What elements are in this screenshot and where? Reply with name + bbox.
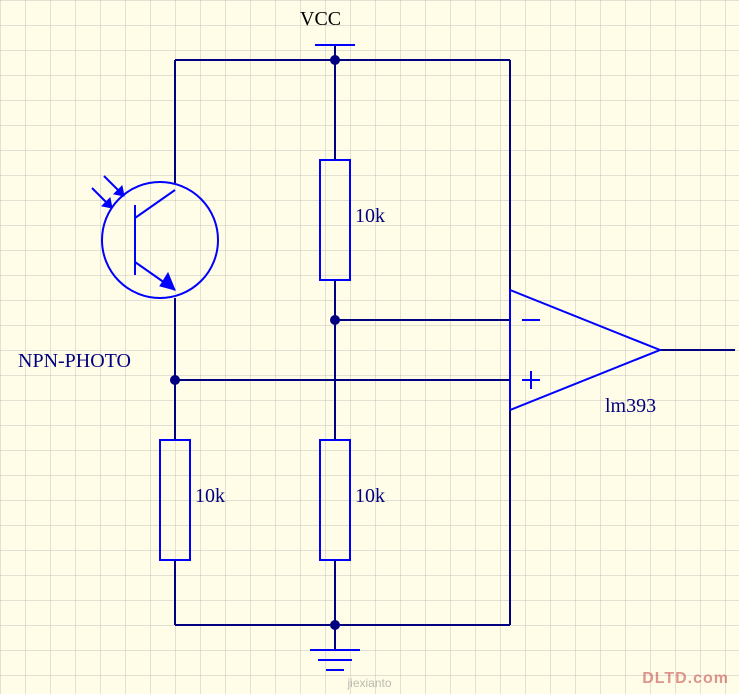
r1-value: 10k xyxy=(355,205,385,228)
watermark-text: DLTD.com xyxy=(642,670,729,688)
junction-nodes xyxy=(170,55,340,630)
schematic-svg xyxy=(0,0,739,694)
r2-value: 10k xyxy=(195,485,225,508)
r3-value: 10k xyxy=(355,485,385,508)
q1-label: NPN-PHOTO xyxy=(18,350,131,373)
r2-resistor xyxy=(160,440,190,560)
wires-group xyxy=(175,45,735,650)
watermark-secondary: jiexianto xyxy=(347,676,391,690)
components-group xyxy=(92,45,660,670)
r3-resistor xyxy=(320,440,350,560)
vcc-label: VCC xyxy=(300,8,341,31)
u1-label: lm393 xyxy=(605,395,656,418)
r1-resistor xyxy=(320,160,350,280)
q1-phototransistor xyxy=(92,176,218,298)
u1-comparator xyxy=(510,290,660,410)
